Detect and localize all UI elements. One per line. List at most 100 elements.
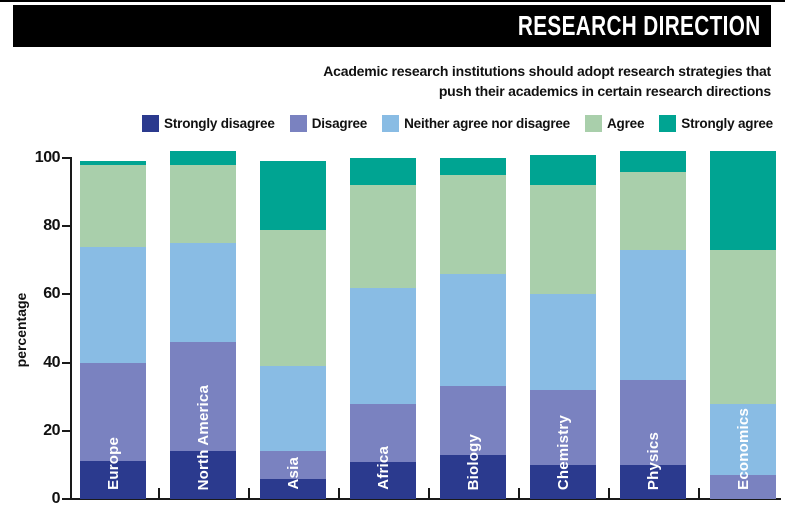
bar-segment [260,161,326,230]
bar-segment [620,379,686,465]
y-tick-label: 0 [51,490,61,507]
bar-segment [350,158,416,186]
y-tick-label: 40 [43,353,60,371]
legend-label: Strongly disagree [164,116,275,131]
bar-segment [170,451,236,499]
bar-segment [530,294,596,390]
bar-category-label-text: Biology [464,433,482,490]
bar-category-label: Chemistry [530,415,596,490]
page-title: RESEARCH DIRECTION [517,10,761,41]
bar-segment [710,151,776,251]
bar-segment [440,386,506,455]
bar-category-label-text: Asia [284,457,302,490]
legend-item: Neither agree nor disagree [382,115,570,132]
bar-segment [530,185,596,295]
y-tick [62,498,70,500]
bar-column-economics: Economics [710,151,776,499]
chart-subtitle-line1: Academic research institutions should ad… [323,63,771,79]
y-tick [62,293,70,296]
bar-category-label-text: Africa [374,446,392,490]
bar-segment [260,478,326,499]
bar-segment [620,171,686,251]
header-bar: RESEARCH DIRECTION [13,5,771,47]
legend-item: Disagree [289,115,368,132]
bar-segment [710,250,776,404]
bar-segment [440,454,506,499]
bar-segment [710,403,776,476]
legend-swatch-icon [382,115,400,132]
y-tick-label: 60 [43,285,60,303]
bar-segment [350,185,416,288]
legend-item: Strongly agree [659,115,773,132]
y-tick [62,429,70,432]
legend-label: Disagree [311,116,368,131]
bar-segment [260,451,326,479]
y-tick-label: 80 [43,217,60,235]
legend-swatch-icon [142,115,160,132]
bar-category-label-text: Europe [104,437,122,490]
bar-segment [620,151,686,172]
y-tick-label: 100 [34,149,61,166]
top-rule [0,0,785,2]
legend-label: Neither agree nor disagree [404,116,570,131]
x-tick [518,488,520,499]
bar-segment [440,158,506,176]
bar-segment [530,154,596,186]
bar-column-chemistry: Chemistry [530,154,596,499]
bar-segment [530,389,596,465]
bar-segment [170,151,236,165]
chart-subtitle: Academic research institutions should ad… [323,61,771,101]
bar-column-north-america: North America [170,151,236,499]
bar-segment [530,464,596,499]
y-tick [62,225,70,228]
bar-segment [80,164,146,247]
bar-segment [260,229,326,367]
legend: Strongly disagree Disagree Neither agree n… [142,115,773,132]
x-axis-line [70,498,781,500]
x-tick [338,488,340,499]
bar-category-label: Africa [350,446,416,490]
bar-segment [80,362,146,462]
bar-category-label-text: Economics [734,408,752,490]
bar-segment [170,342,236,452]
bar-segment [710,475,776,499]
legend-item: Strongly disagree [142,115,275,132]
x-tick [248,488,250,499]
bar-segment [260,366,326,452]
y-tick [62,157,70,159]
bar-category-label: Europe [80,437,146,490]
bar-category-label: North America [170,385,236,490]
bar-category-label: Physics [620,432,686,490]
bar-segment [80,246,146,363]
x-tick [158,488,160,499]
bar-column-physics: Physics [620,151,686,499]
y-tick [62,361,70,364]
bar-segment [80,161,146,165]
chart-subtitle-line2: push their academics in certain research… [438,83,771,99]
x-tick [608,488,610,499]
bar-segment [440,175,506,274]
bar-segment [620,464,686,499]
bar-category-label: Economics [710,408,776,490]
legend-swatch-icon [659,115,677,132]
y-axis-line [70,157,72,500]
bar-column-europe: Europe [80,161,146,499]
bar-category-label-text: Chemistry [554,414,572,490]
bar-category-label-text: Physics [644,431,662,490]
bar-category-label: Asia [260,457,326,490]
bar-column-biology: Biology [440,158,506,499]
legend-item: Agree [585,115,644,132]
x-tick [698,488,700,499]
legend-label: Agree [607,116,645,131]
x-tick [428,488,430,499]
bar-segment [440,273,506,387]
bar-segment [170,243,236,343]
bar-column-asia: Asia [260,161,326,499]
legend-label: Strongly agree [681,116,773,131]
bar-segment [350,461,416,499]
bar-category-label-text: North America [194,384,212,490]
bar-column-africa: Africa [350,158,416,499]
bar-segment [80,461,146,499]
